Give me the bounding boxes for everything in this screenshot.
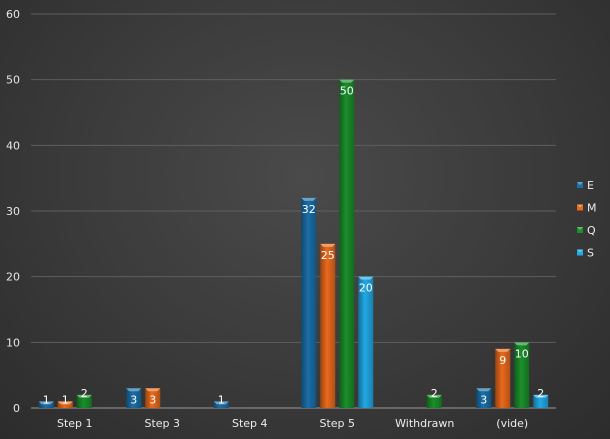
bar-cap [495, 348, 511, 352]
bar [76, 394, 92, 408]
legend-swatch-cap [577, 182, 583, 185]
data-label: 1 [218, 393, 225, 406]
bar-cap [514, 342, 530, 346]
bar [126, 388, 142, 408]
data-label: 2 [431, 387, 438, 400]
bar [514, 342, 530, 408]
bar [339, 79, 355, 409]
bar [476, 388, 492, 408]
bar-cap [57, 401, 73, 405]
bar-S-(vide) [533, 394, 549, 408]
x-tick-label: Step 1 [57, 417, 93, 430]
gridlines [31, 13, 556, 409]
legend-label: Q [587, 224, 596, 237]
y-tick-label: 0 [13, 402, 20, 415]
bar-E-Step 5 [301, 197, 317, 408]
legend-swatch-cap [577, 204, 583, 208]
bar [495, 348, 511, 408]
bar-E-(vide) [476, 388, 492, 408]
x-axis: Step 1 Step 3 Step 4 Step 5 Withdrawn (vide) [57, 417, 528, 430]
bar [145, 388, 161, 408]
bar [358, 276, 374, 408]
bar-Q-Withdrawn [426, 394, 442, 408]
x-tick-label: Step 4 [232, 417, 268, 430]
bar-Q-Step 1 [76, 394, 92, 408]
y-tick-label: 20 [6, 271, 20, 284]
bar-cap [358, 276, 374, 280]
data-label: 50 [340, 85, 354, 98]
data-label: 10 [515, 347, 529, 360]
bar-cap [426, 394, 442, 398]
bar [320, 243, 336, 408]
bar-S-Step 5 [358, 276, 374, 408]
bar [38, 401, 54, 408]
y-tick-label: 60 [6, 8, 20, 21]
bar-Q-Step 5 [339, 79, 355, 409]
bar [57, 401, 73, 408]
bar-M-(vide) [495, 348, 511, 408]
data-label: 1 [62, 393, 69, 406]
bar-cap [213, 401, 229, 405]
data-label: 32 [302, 203, 316, 216]
data-label: 2 [537, 387, 544, 400]
data-label: 3 [130, 393, 137, 406]
bar-M-Step 5 [320, 243, 336, 408]
data-label: 2 [81, 387, 88, 400]
bar-cap [145, 388, 161, 392]
bar-M-Step 3 [145, 388, 161, 408]
bar-E-Step 4 [213, 401, 229, 408]
bar-cap [126, 388, 142, 392]
bar-E-Step 1 [38, 401, 54, 408]
y-tick-label: 30 [6, 205, 20, 218]
bar-Q-(vide) [514, 342, 530, 408]
bar-cap [533, 394, 549, 398]
y-tick-label: 10 [6, 336, 20, 349]
x-tick-label: Withdrawn [395, 417, 454, 430]
y-tick-label: 50 [6, 74, 20, 87]
bar [426, 394, 442, 408]
legend-item-E: E [577, 179, 594, 192]
bar-cap [339, 79, 355, 83]
bar-cap [301, 197, 317, 201]
legend-item-Q: Q [577, 224, 596, 237]
legend-swatch-cap [577, 227, 583, 230]
legend-swatch-cap [577, 249, 583, 253]
data-label: 25 [321, 249, 335, 262]
y-axis: 0 10 20 30 40 50 60 [6, 8, 20, 415]
data-label: 3 [149, 393, 156, 406]
x-tick-label: Step 5 [319, 417, 355, 430]
y-tick-label: 40 [6, 139, 20, 152]
legend-item-M: M [577, 202, 597, 215]
data-label: 20 [359, 282, 373, 295]
bar-M-Step 1 [57, 401, 73, 408]
x-tick-label: (vide) [496, 417, 528, 430]
legend-label: S [587, 247, 594, 260]
x-tick-label: Step 3 [144, 417, 180, 430]
legend-label: M [587, 202, 597, 215]
bar [301, 197, 317, 408]
bar-cap [76, 394, 92, 398]
bar-E-Step 3 [126, 388, 142, 408]
bar-cap [476, 388, 492, 392]
bar-cap [38, 401, 54, 405]
legend-label: E [587, 179, 594, 192]
data-label: 9 [499, 354, 506, 367]
bar [533, 394, 549, 408]
bar [213, 401, 229, 408]
data-label: 3 [480, 393, 487, 406]
bar-cap [320, 243, 336, 247]
data-label: 1 [43, 393, 50, 406]
bars [38, 79, 549, 409]
legend-item-S: S [577, 247, 594, 260]
